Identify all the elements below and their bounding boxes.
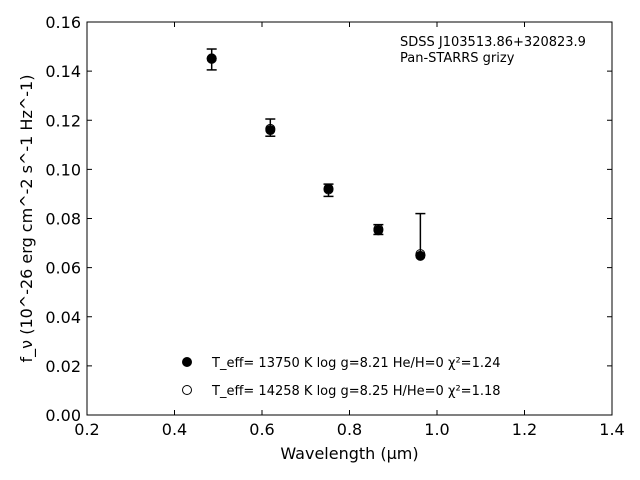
x-tick-label: 1.2 xyxy=(512,420,537,439)
annotation-object-name: SDSS J103513.86+320823.9 xyxy=(400,35,586,50)
x-tick-label: 1.0 xyxy=(424,420,449,439)
plot-frame xyxy=(86,21,613,416)
legend-entry-2: T_eff= 14258 K log g=8.25 H/He=0 χ²=1.18 xyxy=(211,384,501,399)
y-tick-label: 0.14 xyxy=(45,62,81,81)
y-tick-label: 0.06 xyxy=(45,259,81,278)
y-tick-label: 0.04 xyxy=(45,308,81,327)
y-tick-label: 0.16 xyxy=(45,13,81,32)
legend-entry-1: T_eff= 13750 K log g=8.21 He/H=0 χ²=1.24 xyxy=(211,356,501,371)
x-axis-title: Wavelength (μm) xyxy=(280,444,418,463)
x-tick-label: 1.4 xyxy=(599,420,624,439)
model-point-open xyxy=(373,224,384,235)
y-tick-label: 0.08 xyxy=(45,210,81,229)
annotation-survey: Pan-STARRS grizy xyxy=(400,51,515,66)
x-tick-label: 0.6 xyxy=(249,420,274,439)
y-axis-ticks: 0.00 0.02 0.04 0.06 0.08 0.10 0.12 0.14 0.16 xyxy=(45,13,612,425)
y-axis-title: f_ν (10^-26 erg cm^-2 s^-1 Hz^-1) xyxy=(17,75,37,363)
legend-marker-open xyxy=(182,385,192,395)
y-axis-title-text: f_ν (10^-26 erg cm^-2 s^-1 Hz^-1) xyxy=(17,75,37,363)
x-tick-label: 0.2 xyxy=(74,420,99,439)
y-tick-label: 0.12 xyxy=(45,111,81,130)
x-tick-label: 0.4 xyxy=(162,420,187,439)
x-axis-title-text: Wavelength (μm) xyxy=(280,444,418,463)
model-point-open xyxy=(206,53,217,64)
y-tick-label: 0.10 xyxy=(45,160,81,179)
model-point-open xyxy=(415,249,426,260)
x-tick-label: 0.8 xyxy=(337,420,362,439)
y-tick-label: 0.02 xyxy=(45,357,81,376)
data-points xyxy=(206,53,426,261)
model-point-open xyxy=(265,123,276,134)
y-tick-label: 0.00 xyxy=(45,406,81,425)
legend: T_eff= 13750 K log g=8.21 He/H=0 χ²=1.24… xyxy=(182,356,501,399)
legend-marker-filled xyxy=(182,357,192,367)
model-point-open xyxy=(323,184,334,195)
